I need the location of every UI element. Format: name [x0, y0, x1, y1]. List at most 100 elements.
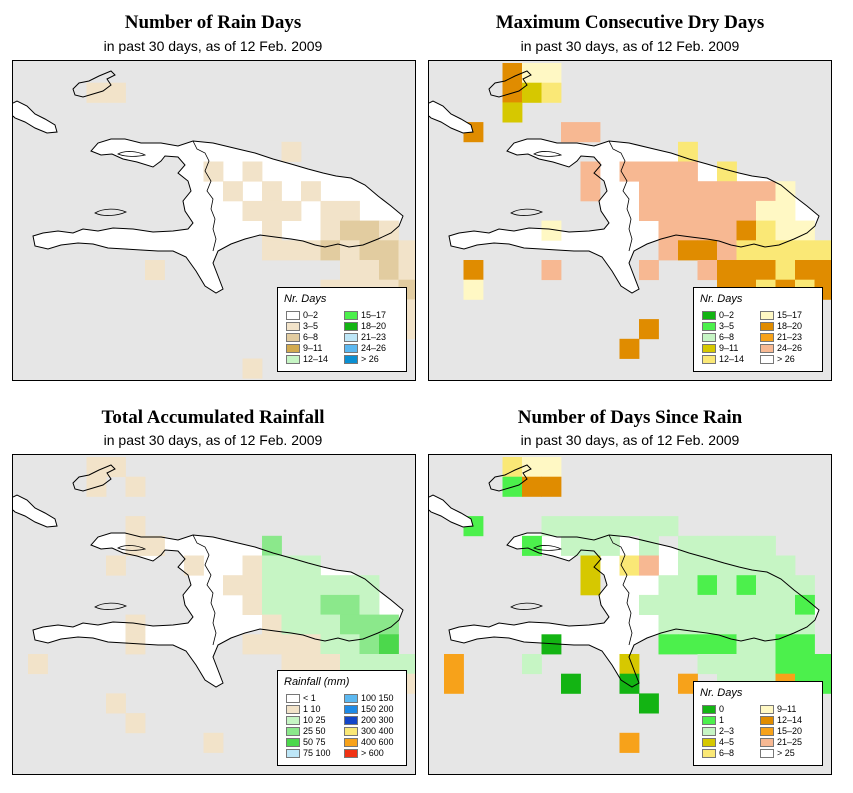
grid-cell — [184, 555, 204, 576]
grid-cell — [541, 260, 562, 281]
grid-cell — [736, 594, 757, 615]
grid-cell — [678, 161, 698, 182]
grid-cell — [320, 654, 341, 675]
gonave-coastline — [510, 208, 543, 216]
legend-label: 6–8 — [719, 332, 735, 342]
grid-cell — [541, 476, 562, 497]
grid-cell — [717, 535, 737, 556]
grid-cell — [301, 181, 321, 202]
grid-cell — [678, 181, 698, 202]
grid-cell — [463, 279, 484, 300]
grid-cell — [775, 634, 796, 655]
grid-cell — [580, 181, 601, 202]
island-coastline — [448, 138, 820, 294]
legend-title: Nr. Days — [700, 293, 743, 305]
grid-cell — [756, 220, 776, 241]
grid-cell — [28, 654, 48, 675]
grid-cell — [262, 555, 282, 576]
legend-swatch — [344, 694, 358, 703]
grid-cell — [281, 594, 302, 615]
legend-label: 21–25 — [777, 737, 803, 747]
cuba-coastline — [429, 494, 474, 528]
gonave-coastline — [94, 208, 127, 216]
grid-cell — [658, 575, 679, 596]
grid-cell — [340, 634, 360, 655]
legend-label: 0–2 — [303, 310, 319, 320]
grid-cell — [756, 555, 776, 576]
legend-label: > 26 — [777, 354, 795, 364]
legend-swatch — [702, 716, 716, 725]
grid-cell — [379, 240, 399, 261]
legend-swatch — [760, 705, 774, 714]
legend-swatch — [286, 333, 300, 342]
legend-label: 6–8 — [719, 748, 735, 758]
grid-cell — [697, 200, 718, 221]
grid-cell — [125, 713, 146, 734]
grid-cell — [639, 181, 659, 202]
grid-cell — [756, 654, 776, 675]
grid-cell — [658, 220, 679, 241]
grid-cell — [359, 220, 380, 241]
legend-label: 24–26 — [777, 343, 803, 353]
grid-cell — [775, 555, 796, 576]
legend-swatch — [344, 727, 358, 736]
grid-cell — [756, 614, 776, 635]
panel-subtitle: in past 30 days, as of 12 Feb. 2009 — [103, 38, 323, 54]
legend-swatch — [286, 716, 300, 725]
grid-cell — [580, 161, 601, 182]
legend-label: 75 100 — [303, 748, 331, 758]
cuba-coastline — [13, 100, 58, 134]
grid-cell — [262, 634, 282, 655]
legend-label: 9–11 — [719, 343, 739, 353]
legend-label: 50 75 — [303, 737, 326, 747]
legend-swatch — [286, 738, 300, 747]
grid-cell — [678, 634, 698, 655]
panel-subtitle: in past 30 days, as of 12 Feb. 2009 — [520, 432, 740, 448]
legend-label: 15–17 — [361, 310, 387, 320]
grid-cell — [736, 181, 757, 202]
legend-swatch — [344, 749, 358, 758]
grid-cell — [359, 594, 380, 615]
grid-cell — [736, 535, 757, 556]
grid-cell — [106, 457, 126, 478]
inagua-coastline — [72, 464, 116, 492]
grid-cell — [580, 122, 601, 143]
grid-cell — [580, 535, 601, 556]
legend-swatch — [286, 705, 300, 714]
grid-cell — [561, 516, 581, 537]
grid-cell — [678, 240, 698, 261]
grid-cell — [444, 654, 464, 675]
grid-cell — [736, 575, 757, 596]
grid-cell — [795, 220, 815, 241]
grid-cell — [281, 614, 302, 635]
grid-cell — [697, 555, 718, 576]
grid-cell — [795, 260, 815, 281]
legend-swatch — [702, 355, 716, 364]
grid-cell — [717, 161, 737, 182]
legend-label: > 600 — [361, 748, 384, 758]
legend-title: Nr. Days — [284, 293, 327, 305]
grid-cell — [697, 181, 718, 202]
legend-swatch — [760, 322, 774, 331]
grid-cell — [340, 200, 360, 221]
grid-cell — [775, 220, 796, 241]
grid-cell — [125, 614, 146, 635]
grid-cell — [125, 516, 146, 537]
inagua-coastline — [72, 70, 116, 98]
cuba-coastline — [429, 100, 474, 134]
grid-cell — [281, 200, 302, 221]
legend-label: 100 150 — [361, 693, 394, 703]
panel-subtitle: in past 30 days, as of 12 Feb. 2009 — [520, 38, 740, 54]
grid-cell — [320, 200, 341, 221]
legend-swatch — [760, 727, 774, 736]
legend-label: > 25 — [777, 748, 795, 758]
grid-cell — [697, 240, 718, 261]
grid-cell — [775, 575, 796, 596]
legend-swatch — [286, 749, 300, 758]
legend-label: 21–23 — [361, 332, 387, 342]
legend-label: 12–14 — [719, 354, 745, 364]
grid-cell — [814, 654, 831, 675]
legend-label: 10 25 — [303, 715, 326, 725]
grid-cell — [775, 614, 796, 635]
grid-cell — [639, 535, 659, 556]
